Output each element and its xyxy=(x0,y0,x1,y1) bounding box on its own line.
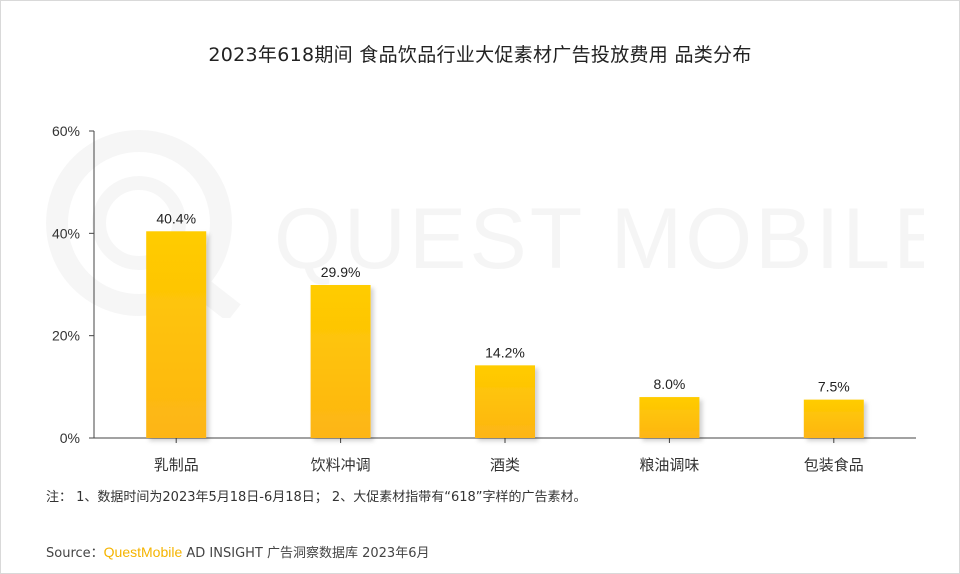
x-tick-label: 粮油调味 xyxy=(639,456,699,474)
y-tick-label: 20% xyxy=(52,328,80,344)
data-label: 29.9% xyxy=(321,264,361,280)
source-prefix: Source： xyxy=(46,546,104,561)
data-label: 14.2% xyxy=(485,344,525,360)
x-tick-label: 包装食品 xyxy=(804,456,864,474)
bar xyxy=(475,365,535,438)
source-suffix: AD INSIGHT 广告洞察数据库 2023年6月 xyxy=(182,546,430,561)
bar xyxy=(803,399,864,438)
bar xyxy=(639,397,700,438)
data-label: 8.0% xyxy=(653,376,685,392)
watermark-logo: QUEST MOBILE xyxy=(46,130,924,318)
y-tick-label: 60% xyxy=(52,123,80,139)
x-tick-label: 酒类 xyxy=(490,456,520,474)
chart-title: 2023年618期间 食品饮品行业大促素材广告投放费用 品类分布 xyxy=(208,44,752,66)
x-tick-label: 饮料冲调 xyxy=(311,456,371,474)
data-label: 7.5% xyxy=(818,379,850,395)
watermark-text: QUEST MOBILE xyxy=(274,191,924,287)
x-tick-label: 乳制品 xyxy=(154,456,199,474)
source-brand: QuestMobile xyxy=(103,544,183,560)
footnote: 注： 1、数据时间为2023年5月18日-6月18日； 2、大促素材指带有“61… xyxy=(46,490,587,505)
source-line: Source：QuestMobile AD INSIGHT 广告洞察数据库 20… xyxy=(46,542,429,561)
data-label: 40.4% xyxy=(156,210,196,226)
y-tick-label: 0% xyxy=(60,430,80,446)
y-tick-label: 40% xyxy=(52,225,80,241)
bar xyxy=(310,285,371,438)
bar xyxy=(146,231,207,438)
